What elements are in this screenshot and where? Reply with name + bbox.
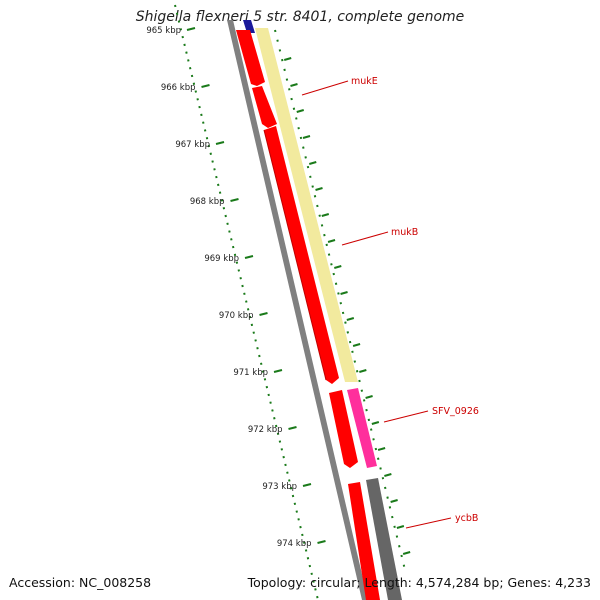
cds-block-mukB-edge — [263, 129, 327, 381]
outer-tick — [352, 343, 361, 347]
outer-tick — [371, 421, 380, 425]
map-title: Shigella flexneri 5 str. 8401, complete … — [0, 9, 600, 25]
gene-label-SFV_0926[interactable]: SFV_0926 — [432, 406, 479, 417]
label-line-mukB — [341, 231, 389, 246]
length-value: 4,574,284 bp — [415, 575, 500, 590]
cds-block-4 — [329, 390, 358, 468]
ruler-ticks: 965 kbp 966 kbp 967 kbp 968 kbp 969 kbp 970 k… — [146, 26, 326, 549]
backbone-track — [227, 20, 368, 600]
ruler-tick-label: 971 kbp — [233, 368, 268, 378]
outer-tick — [334, 265, 342, 269]
ruler-tick-label: 967 kbp — [175, 140, 210, 150]
genome-stats-footer: Topology: circular; Length: 4,574,284 bp… — [247, 575, 591, 590]
outer-tick — [390, 499, 398, 503]
ruler-tick-label: 973 kbp — [262, 482, 297, 492]
ruler-tick-label: 970 kbp — [219, 311, 254, 321]
ruler-tick-label: 972 kbp — [248, 425, 283, 435]
outer-tick — [327, 239, 336, 243]
gene-label-ycbB[interactable]: ycbB — [455, 513, 478, 524]
ruler-tick — [288, 426, 297, 430]
ruler-tick — [201, 84, 210, 88]
gene-label-mukE[interactable]: mukE — [351, 76, 378, 87]
ruler-tick — [215, 141, 225, 145]
genes-value: 4,233 — [555, 575, 591, 590]
gene-label-mukB[interactable]: mukB — [391, 227, 418, 238]
outer-tick — [359, 369, 367, 373]
ruler-tick-label: 969 kbp — [204, 254, 239, 264]
grey-feature-ycbB — [366, 478, 402, 600]
ruler-tick — [186, 27, 196, 31]
accession-footer: Accession: NC_008258 — [9, 575, 151, 590]
ruler-tick-label: 968 kbp — [190, 197, 225, 207]
ruler-tick — [230, 198, 239, 202]
pink-feature-SFV_0926 — [347, 388, 377, 468]
outer-tick — [321, 213, 330, 217]
label-line-ycbB — [405, 517, 452, 529]
ruler-tick — [259, 312, 268, 316]
cds-block-mukE — [252, 86, 277, 128]
outer-tick — [315, 187, 323, 191]
outer-tick — [340, 291, 348, 295]
length-label: Length: — [364, 575, 412, 590]
cds-block-1 — [236, 30, 265, 86]
outer-tick — [396, 525, 405, 529]
right-tick-marks — [283, 57, 411, 555]
cds-block-5 — [348, 482, 380, 600]
outer-tick — [402, 551, 411, 555]
outer-tick — [283, 57, 292, 61]
ruler-tick — [244, 255, 254, 259]
accession-label: Accession: — [9, 575, 76, 590]
ruler-tick-label: 965 kbp — [146, 26, 181, 36]
outer-tick — [302, 135, 311, 139]
ruler-tick-label: 966 kbp — [161, 83, 196, 93]
ruler-tick — [273, 369, 283, 373]
blue-feature — [243, 20, 255, 33]
outer-tick — [346, 317, 355, 321]
outer-tick — [308, 161, 317, 165]
topology-label: Topology: — [247, 575, 307, 590]
accession-value: NC_008258 — [79, 575, 152, 590]
genes-label: Genes: — [507, 575, 552, 590]
label-line-SFV_0926 — [383, 410, 429, 423]
outer-tick — [296, 109, 305, 113]
gene-track-mukE-mukB — [255, 28, 358, 382]
cds-block-mukB — [264, 126, 339, 384]
ruler-tick — [317, 540, 326, 544]
outer-tick — [377, 447, 386, 451]
genome-title: Shigella flexneri 5 str. 8401, complete … — [135, 9, 465, 25]
label-line-mukE — [301, 80, 349, 96]
ruler-dotted-line — [174, 4, 319, 600]
ruler-tick — [302, 483, 312, 487]
ruler-tick-label: 974 kbp — [277, 539, 312, 549]
outer-tick — [384, 473, 392, 477]
outer-tick — [290, 83, 298, 87]
topology-value: circular — [310, 575, 357, 590]
outer-tick — [365, 395, 373, 399]
